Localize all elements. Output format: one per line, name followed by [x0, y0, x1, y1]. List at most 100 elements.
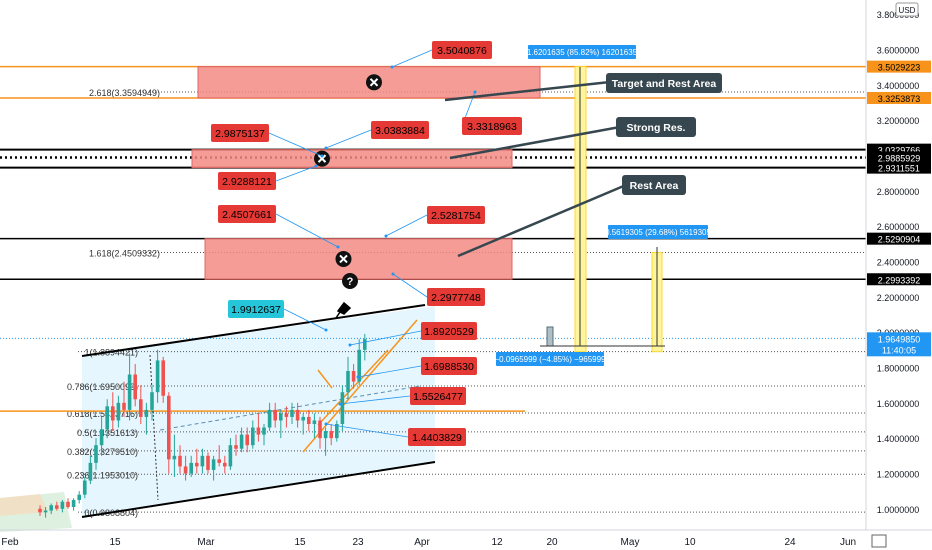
callout-anchor	[324, 146, 328, 150]
callout-leader	[275, 165, 317, 182]
fib-level-label: 0.786(1.6950099)	[67, 382, 138, 392]
close-icon-cross	[339, 254, 348, 264]
callout-box[interactable]	[371, 121, 429, 139]
candle-body	[363, 339, 367, 350]
callout-box[interactable]	[462, 117, 522, 135]
callout-box[interactable]	[218, 205, 276, 223]
time-tick-label: May	[621, 537, 640, 548]
channel-lower-line	[81, 461, 436, 518]
callout-box[interactable]	[218, 172, 276, 190]
candle-body	[284, 413, 289, 417]
candle-body	[133, 374, 137, 400]
time-tick-label: 12	[491, 537, 503, 548]
candle-body	[150, 392, 154, 410]
time-tick-label: 24	[784, 537, 796, 548]
candle-body	[211, 459, 216, 470]
callout-leader	[392, 273, 428, 298]
candle-body	[307, 416, 311, 424]
annotation-box[interactable]	[622, 175, 686, 195]
callout-anchor	[348, 343, 352, 347]
candle-body	[49, 505, 53, 511]
candle-body	[346, 371, 350, 393]
price-tick-label: 3.6000000	[877, 45, 920, 55]
annotation-label: Rest Area	[630, 180, 679, 192]
callout-anchor	[314, 164, 318, 168]
callout-label: 1.4403829	[412, 432, 462, 444]
price-label-bg	[867, 161, 931, 174]
callout-anchor	[320, 154, 324, 158]
candle-body	[323, 431, 328, 439]
measure-bar-small[interactable]	[546, 326, 554, 347]
resistance-zone[interactable]	[191, 149, 513, 169]
callout-box[interactable]	[421, 357, 477, 375]
candle-body	[195, 462, 199, 467]
callout-anchor	[384, 234, 388, 238]
candle-body	[245, 434, 249, 446]
candle-body	[116, 402, 121, 421]
candle-body	[77, 494, 81, 500]
price-tick-label: 1.6000000	[877, 399, 920, 409]
candle-body	[155, 360, 160, 393]
annotation-box[interactable]	[606, 73, 722, 93]
price-tick-label: 2.6000000	[877, 222, 920, 232]
candle-body	[234, 445, 238, 449]
price-label-bg	[867, 232, 931, 245]
time-tick-label: 10	[684, 537, 696, 548]
price-tick-label: 2.2000000	[877, 293, 920, 303]
candle-body	[144, 409, 149, 417]
callout-anchor	[391, 272, 395, 276]
callout-box[interactable]	[427, 288, 485, 306]
annotation-label: Target and Rest Area	[612, 78, 717, 90]
annotation-box[interactable]	[616, 117, 696, 137]
time-tick-label: 15	[294, 537, 306, 548]
callout-box[interactable]	[211, 124, 269, 142]
currency-badge[interactable]	[895, 2, 919, 17]
callout-box[interactable]	[427, 206, 485, 224]
callout-anchor	[473, 90, 477, 94]
price-tick-label: 2.4000000	[877, 257, 920, 267]
callout-box[interactable]	[408, 428, 466, 446]
candle-body	[228, 445, 233, 467]
callout-box[interactable]	[228, 300, 284, 318]
fib-level-label: 0.618(1.5423716)	[67, 409, 138, 419]
time-tick-label: 20	[546, 537, 558, 548]
price-label-bg	[867, 273, 931, 286]
price-label: 3.5029223	[878, 63, 921, 73]
candle-body	[122, 402, 126, 410]
measure-label-bg	[608, 225, 708, 239]
callout-anchor	[324, 422, 328, 426]
candle-body	[139, 399, 143, 417]
candle-body	[71, 499, 76, 508]
callout-anchor	[324, 328, 328, 332]
callout-label: 1.8920529	[424, 326, 474, 338]
callout-leader	[391, 49, 433, 68]
candle-body	[351, 371, 356, 382]
callout-leader	[283, 308, 327, 331]
fib-level-label: 0.382(1.3279510)	[67, 447, 138, 457]
price-tick-label: 3.2000000	[877, 116, 920, 126]
callout-label: 1.9912637	[231, 304, 281, 316]
candle-body	[189, 462, 193, 474]
resistance-zone[interactable]	[204, 238, 513, 280]
price-tick-label: 1.2000000	[877, 469, 920, 479]
price-axis[interactable]	[866, 0, 932, 530]
candle-body	[183, 466, 188, 474]
candle-body	[290, 409, 294, 417]
callout-box[interactable]	[421, 322, 477, 340]
price-label-bg	[867, 60, 931, 73]
price-label-bg	[867, 91, 931, 104]
callout-label: 3.0383884	[375, 125, 425, 137]
callout-leader	[325, 423, 409, 438]
callout-anchor	[338, 402, 342, 406]
candle-body	[295, 409, 300, 421]
price-label: 2.5290904	[878, 235, 921, 245]
callout-label: 1.6988530	[424, 361, 474, 373]
candle-body	[273, 409, 277, 421]
callout-box[interactable]	[432, 41, 492, 59]
price-label: 2.2993392	[878, 275, 921, 285]
time-tick-label: Jun	[840, 537, 856, 548]
settings-icon[interactable]	[871, 534, 887, 548]
question-icon-glyph: ?	[347, 276, 354, 288]
callout-box[interactable]	[410, 387, 466, 405]
